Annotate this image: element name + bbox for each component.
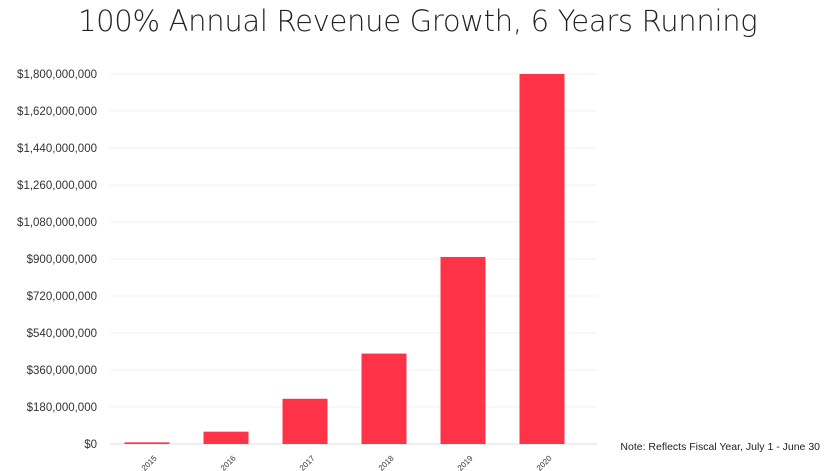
x-tick-label: 2017 [298,453,317,471]
bar-2019 [440,256,486,444]
y-tick-label: $1,440,000,000 [17,143,97,155]
fiscal-year-note: Note: Reflects Fiscal Year, July 1 - Jun… [620,441,820,453]
y-tick-label: $900,000,000 [27,254,97,266]
y-axis-tick-labels: $0 $180,000,000 $360,000,000 $540,000,000 $7… [17,69,97,451]
x-axis-tick-labels: 2015 2016 2017 2018 2019 2020 [140,453,554,471]
y-tick-label: $180,000,000 [27,402,97,414]
y-tick-label: $1,080,000,000 [17,217,97,229]
bars [124,74,565,444]
x-tick-label: 2015 [140,453,159,471]
gridlines [110,73,597,445]
x-tick-label: 2016 [219,453,238,471]
y-tick-label: $1,260,000,000 [17,180,97,192]
y-tick-label: $540,000,000 [27,328,97,340]
bar-2016 [203,431,249,444]
y-tick-label: $720,000,000 [27,291,97,303]
chart-title: 100% Annual Revenue Growth, 6 Years Runn… [78,4,758,38]
y-tick-label: $1,800,000,000 [17,69,97,81]
bar-2017 [282,398,328,444]
x-tick-label: 2019 [456,453,475,471]
bar-2018 [361,353,407,444]
x-tick-label: 2018 [377,453,396,471]
y-tick-label: $1,620,000,000 [17,106,97,118]
bar-2020 [519,74,565,444]
bar-2015 [124,442,170,444]
y-tick-label: $360,000,000 [27,365,97,377]
x-tick-label: 2020 [535,453,554,471]
y-tick-label: $0 [84,439,97,451]
